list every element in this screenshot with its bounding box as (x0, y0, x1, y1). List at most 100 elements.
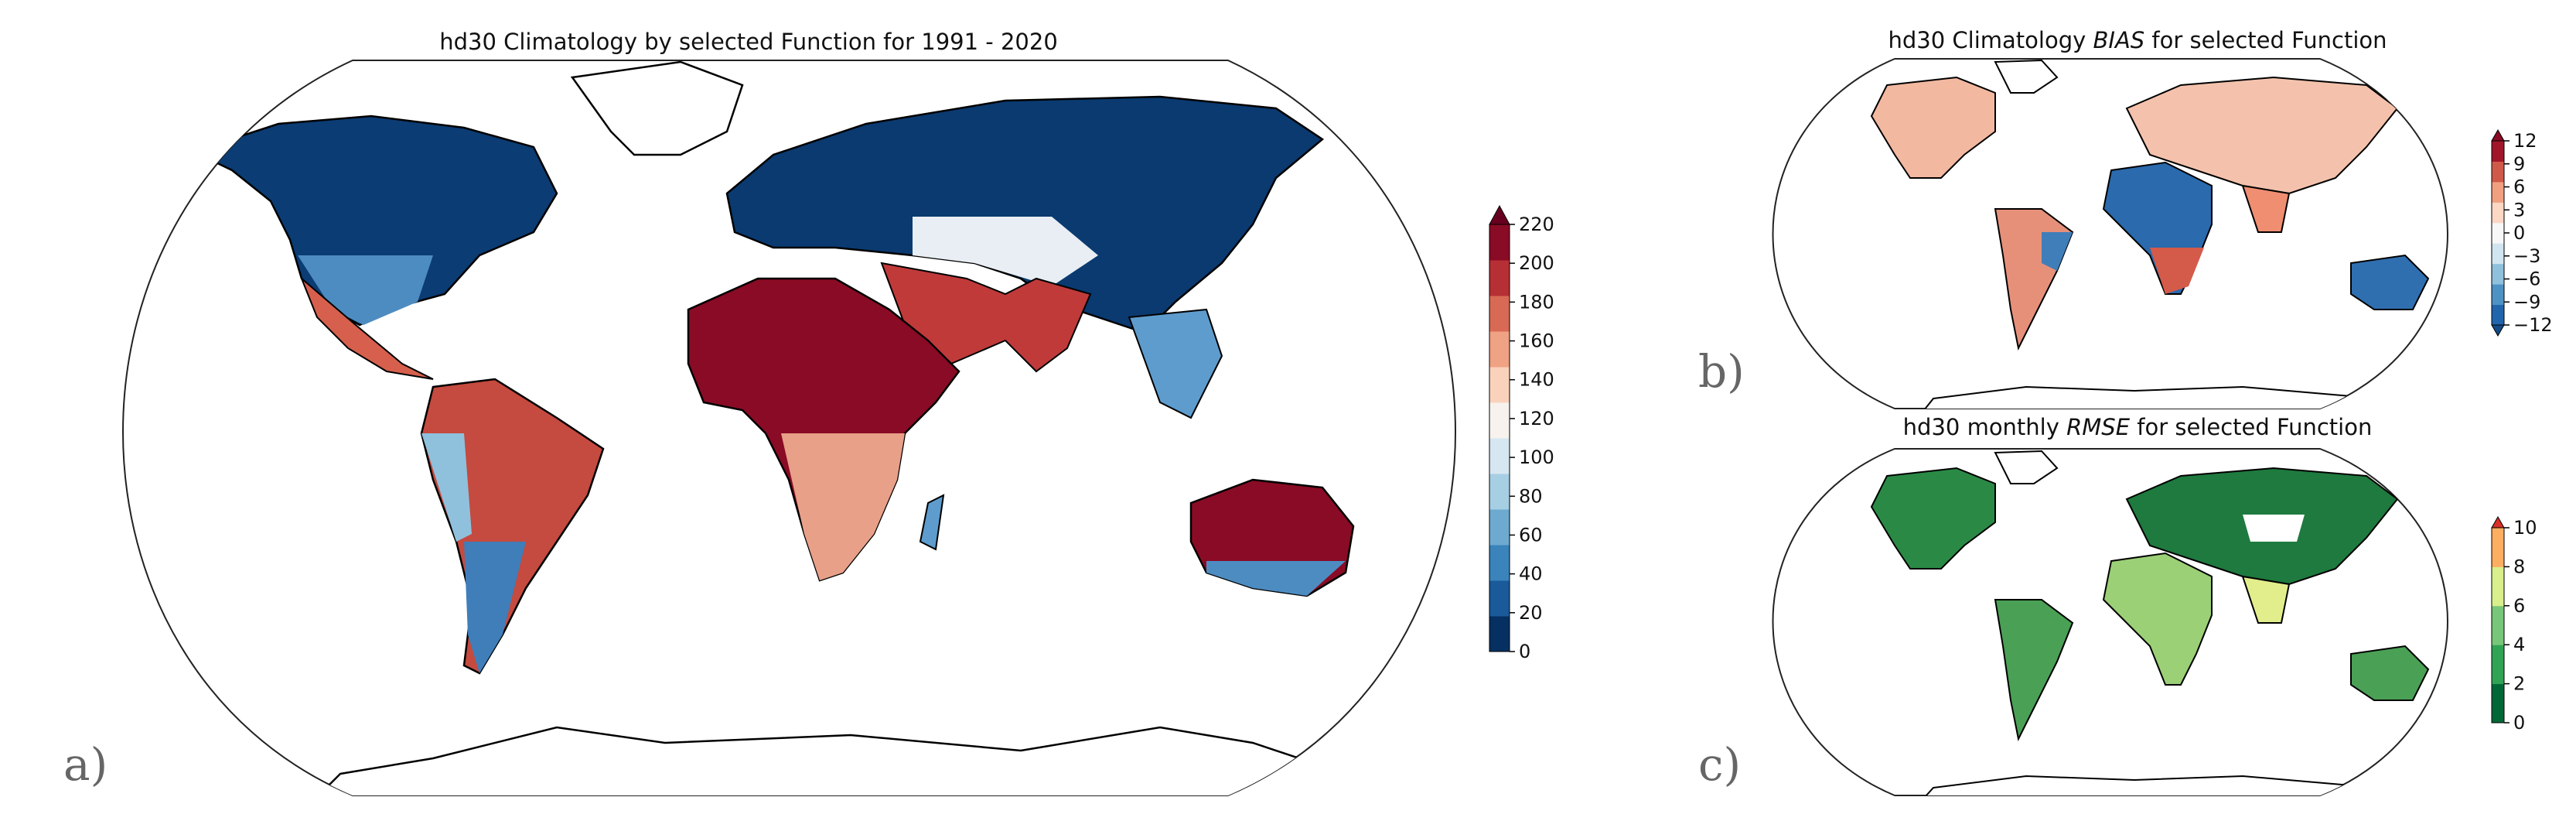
colorbar-segment (1489, 545, 1510, 581)
panel-c-label: c) (1698, 738, 1741, 791)
colorbar-tick-label: 2 (2513, 673, 2525, 695)
panel-c-map (1772, 448, 2448, 796)
colorbar-segment (1489, 509, 1510, 546)
colorbar-tick-label: 60 (1519, 524, 1543, 546)
colorbar-segment (2492, 243, 2504, 265)
colorbar-segment (2492, 202, 2504, 224)
colorbar-tick-label: −12 (2513, 314, 2553, 336)
colorbar-tick-label: 0 (2513, 712, 2525, 734)
land-south-america (1994, 599, 2074, 742)
land-north-america (190, 115, 558, 327)
land-antarctica (306, 726, 1396, 795)
colorbar-segment (2492, 141, 2504, 162)
colorbar-segment (2492, 181, 2504, 203)
land-mexico (301, 278, 434, 380)
colorbar-segment (2492, 683, 2504, 724)
panel-b-map (1772, 58, 2448, 409)
colorbar-tick-label: 180 (1519, 291, 1554, 313)
colorbar-segment (1489, 331, 1510, 368)
land-australia-south (1206, 561, 1346, 596)
colorbar-extend-max (2491, 515, 2505, 529)
colorbar-tick-label: 4 (2513, 634, 2525, 655)
panel-c: hd30 monthly RMSE for selected Function … (1698, 414, 2537, 796)
colorbar-outline (2491, 527, 2505, 724)
panel-a: hd30 Climatology by selected Function fo… (63, 29, 1554, 796)
colorbar-extend-max (1489, 204, 1510, 225)
land-antarctica (1916, 775, 2385, 795)
colorbar-segment (1489, 402, 1510, 439)
colorbar-tick-label: 20 (1519, 602, 1543, 624)
panel-a-title-part: hd30 Climatology by selected Function fo… (439, 29, 1058, 55)
colorbar-segment (2492, 263, 2504, 285)
colorbar-tick-label: −3 (2513, 245, 2540, 267)
panel-b-title-part: hd30 Climatology (1888, 27, 2093, 53)
land-madagascar (919, 494, 945, 551)
panel-c-title-part: for selected Function (2130, 414, 2372, 440)
land-central-asia (913, 217, 1098, 286)
land-north-america (1870, 76, 1996, 179)
land-australia (2350, 254, 2430, 310)
panel-b: hd30 Climatology BIAS for selected Funct… (1698, 27, 2553, 409)
colorbar-tick-label: 0 (2513, 222, 2525, 244)
colorbar-segment (1489, 367, 1510, 403)
land-south-america-east (2042, 232, 2073, 271)
panel-a-map (122, 60, 1456, 796)
land-eurasia (2125, 76, 2399, 195)
colorbar-tick-label: 100 (1519, 446, 1554, 468)
colorbar-segment (2492, 645, 2504, 685)
colorbar-extend-min (2491, 324, 2505, 337)
land-central-asia (2243, 515, 2305, 542)
colorbar-tick-label: 140 (1519, 369, 1554, 391)
colorbar-tick-label: 40 (1519, 563, 1543, 585)
panel-a-colorbar: 0 20 40 60 80 100 120 140 160 180 200 220 (1489, 204, 1554, 662)
colorbar-tick-label: 200 (1519, 252, 1554, 274)
colorbar-outline (1489, 224, 1510, 652)
colorbar-tick-label: −9 (2513, 291, 2540, 313)
land-south-america-south (464, 542, 526, 673)
panel-b-title-part: for selected Function (2144, 27, 2387, 53)
land-greenland (1994, 450, 2059, 484)
panel-a-label: a) (63, 738, 107, 791)
land-eurasia (725, 95, 1325, 334)
colorbar-segment (2492, 528, 2504, 567)
land-north-america (1870, 467, 1996, 570)
colorbar-tick-label: −6 (2513, 269, 2540, 290)
land-africa-south (781, 433, 905, 580)
land-greenland (1994, 59, 2059, 94)
land-africa-south (2150, 248, 2204, 294)
land-antarctica (1916, 385, 2385, 409)
colorbar-segment (1489, 474, 1510, 510)
panel-b-title-part: BIAS (2093, 27, 2145, 53)
land-australia (2350, 645, 2430, 701)
colorbar-tick-label: 160 (1519, 330, 1554, 352)
panel-a-title: hd30 Climatology by selected Function fo… (439, 29, 1058, 55)
colorbar-segment (2492, 566, 2504, 607)
land-south-america-west (421, 433, 472, 542)
land-greenland (570, 60, 744, 156)
colorbar-tick-label: 12 (2513, 130, 2537, 152)
colorbar-segment (2492, 284, 2504, 306)
colorbar-tick-label: 9 (2513, 153, 2525, 175)
colorbar-tick-label: 6 (2513, 176, 2525, 198)
colorbar-segment (2492, 161, 2504, 183)
colorbar-tick-label: 6 (2513, 595, 2525, 617)
colorbar-tick-label: 0 (1519, 641, 1530, 662)
colorbar-segment (2492, 605, 2504, 645)
land-se-asia (1128, 308, 1223, 419)
colorbar-segment (1489, 260, 1510, 296)
panel-b-label: b) (1698, 345, 1745, 398)
panel-c-colorbar: 0 2 4 6 8 10 (2491, 515, 2537, 734)
panel-c-title-part: hd30 monthly (1903, 414, 2066, 440)
land-africa (2102, 552, 2213, 686)
colorbar-tick-label: 8 (2513, 556, 2525, 577)
panel-c-title: hd30 monthly RMSE for selected Function (1903, 414, 2373, 440)
colorbar-segment (1489, 616, 1510, 652)
colorbar-tick-label: 3 (2513, 199, 2525, 221)
panel-b-title: hd30 Climatology BIAS for selected Funct… (1888, 27, 2387, 53)
colorbar-segment (1489, 580, 1510, 617)
colorbar-tick-label: 80 (1519, 485, 1543, 507)
land-india (2241, 575, 2291, 624)
colorbar-tick-label: 220 (1519, 214, 1554, 235)
